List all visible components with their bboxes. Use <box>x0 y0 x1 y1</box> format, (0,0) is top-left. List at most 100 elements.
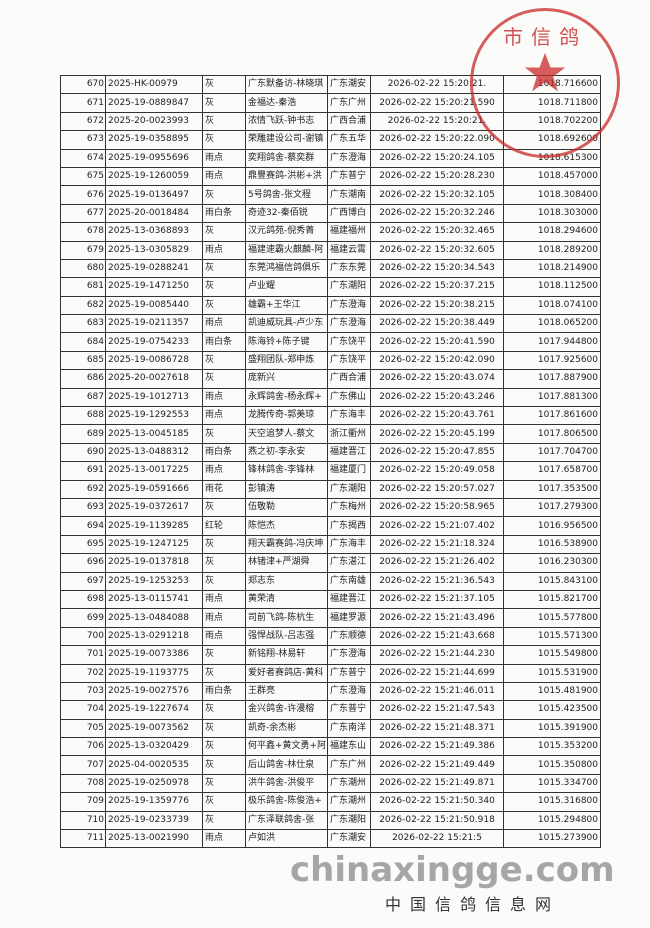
ring-number-cell: 2025-19-1260059 <box>105 166 203 187</box>
region-cell: 广东南雄 <box>327 571 371 591</box>
rank-cell: 706 <box>60 737 106 757</box>
speed-cell: 1015.571300 <box>503 626 601 647</box>
ring-number-cell: 2025-19-0358895 <box>105 130 203 150</box>
speed-cell: 1017.353500 <box>503 479 601 499</box>
owner-name-cell: 龙腾传奇-郭美琼 <box>245 406 328 426</box>
rank-cell: 684 <box>60 332 106 352</box>
owner-name-cell: 爱好者赛鸽店-黄科 <box>245 663 328 683</box>
arrival-time-cell: 2026-02-22 15:21:46.011 <box>370 681 504 702</box>
table-row: 698 2025-13-0115741 雨点 黄荣清 福建晋江 2026-02-22 15… <box>60 589 601 610</box>
speed-cell: 1017.925600 <box>503 350 601 371</box>
region-cell: 广西合浦 <box>327 111 371 132</box>
ring-number-cell: 2025-19-1193775 <box>105 663 203 683</box>
feather-color-cell: 灰 <box>202 185 246 205</box>
arrival-time-cell: 2026-02-22 15:20:43.074 <box>370 369 504 389</box>
speed-cell: 1018.289200 <box>503 240 601 260</box>
owner-name-cell: 奇迹32-秦佰锐 <box>245 203 328 224</box>
region-cell: 广东广州 <box>327 755 371 775</box>
arrival-time-cell: 2026-02-22 15:21:37.105 <box>370 589 504 610</box>
owner-name-cell: 锋林鸽舍-李锋林 <box>245 461 328 481</box>
feather-color-cell: 灰 <box>202 74 246 95</box>
speed-cell: 1016.538900 <box>503 534 601 555</box>
speed-cell: 1015.353200 <box>503 737 601 757</box>
rank-cell: 696 <box>60 553 106 573</box>
rank-cell: 675 <box>60 166 106 187</box>
speed-cell: 1015.273900 <box>503 829 601 849</box>
rank-cell: 702 <box>60 663 106 683</box>
arrival-time-cell: 2026-02-22 15:20:41.590 <box>370 332 504 352</box>
arrival-time-cell: 2026-02-22 15:21:07.402 <box>370 516 504 536</box>
owner-name-cell: 凯迪威玩具-卢少东 <box>245 314 328 334</box>
owner-name-cell: 强悍战队-吕志强 <box>245 626 328 647</box>
rank-cell: 697 <box>60 571 106 591</box>
arrival-time-cell: 2026-02-22 15:21:50.340 <box>370 792 504 812</box>
region-cell: 广东潮州 <box>327 773 371 794</box>
feather-color-cell: 雨白条 <box>202 681 246 702</box>
watermark: chinaxingge.com <box>290 850 615 890</box>
table-row: 709 2025-19-1359776 灰极乐鸽舍-陈俊浩+ 广东潮州 2026-02-… <box>60 792 601 812</box>
table-row: 675 2025-19-1260059 雨点 鼎豐赛鸽-洪彬+洪 广东普宁 2026-02… <box>60 166 601 187</box>
rank-cell: 683 <box>60 314 106 334</box>
arrival-time-cell: 2026-02-22 15:21:49.386 <box>370 737 504 757</box>
ring-number-cell: 2025-13-0045185 <box>105 424 203 444</box>
speed-cell: 1015.481900 <box>503 681 601 702</box>
owner-name-cell: 司前飞鸽-陈杭生 <box>245 608 328 628</box>
speed-cell: 1017.279300 <box>503 497 601 518</box>
arrival-time-cell: 2026-02-22 15:20:49.058 <box>370 461 504 481</box>
owner-name-cell: 汉元鸽苑-倪秀菁 <box>245 222 328 242</box>
region-cell: 广东普宁 <box>327 700 371 720</box>
ring-number-cell: 2025-13-0320429 <box>105 737 203 757</box>
region-cell: 广东顺德 <box>327 626 371 647</box>
owner-name-cell: 盛翔团队-郑申炼 <box>245 350 328 371</box>
owner-name-cell: 燕之初-李永安 <box>245 442 328 463</box>
feather-color-cell: 灰 <box>202 792 246 812</box>
feather-color-cell: 雨点 <box>202 626 246 647</box>
rank-cell: 695 <box>60 534 106 555</box>
region-cell: 广东湛江 <box>327 553 371 573</box>
ring-number-cell: 2025-13-0368893 <box>105 222 203 242</box>
arrival-time-cell: 2026-02-22 15:20:34.543 <box>370 258 504 279</box>
rank-cell: 699 <box>60 608 106 628</box>
rank-cell: 709 <box>60 792 106 812</box>
speed-cell: 1017.944800 <box>503 332 601 352</box>
speed-cell: 1018.112500 <box>503 277 601 297</box>
table-row: 695 2025-19-1247125 灰翔天霸赛鸽-冯庆坤 广东海丰 2026-02-… <box>60 534 601 555</box>
ring-number-cell: 2025-19-1247125 <box>105 534 203 555</box>
arrival-time-cell: 2026-02-22 15:21:18.324 <box>370 534 504 555</box>
table-row: 685 2025-19-0086728 灰盛翔团队-郑申炼 广东饶平 2026-02-2… <box>60 350 601 371</box>
speed-cell: 1018.065200 <box>503 314 601 334</box>
region-cell: 广东饶平 <box>327 332 371 352</box>
speed-cell: 1015.350800 <box>503 755 601 775</box>
owner-name-cell: 庞新兴 <box>245 369 328 389</box>
rank-cell: 685 <box>60 350 106 371</box>
ring-number-cell: 2025-19-0250978 <box>105 773 203 794</box>
arrival-time-cell: 2026-02-22 15:20:32.105 <box>370 185 504 205</box>
feather-color-cell: 灰 <box>202 130 246 150</box>
speed-cell: 1015.391900 <box>503 718 601 739</box>
speed-cell: 1018.074100 <box>503 295 601 316</box>
table-row: 686 2025-20-0027618 灰庞新兴 广西合浦 2026-02-22 15:… <box>60 369 601 389</box>
arrival-time-cell: 2026-02-22 15:21:43.496 <box>370 608 504 628</box>
arrival-time-cell: 2026-02-22 15:21:43.668 <box>370 626 504 647</box>
owner-name-cell: 东莞鸿福信鸽俱乐 <box>245 258 328 279</box>
ring-number-cell: 2025-19-0137818 <box>105 553 203 573</box>
rank-cell: 677 <box>60 203 106 224</box>
region-cell: 福建云霄 <box>327 240 371 260</box>
rank-cell: 707 <box>60 755 106 775</box>
region-cell: 广西合浦 <box>327 369 371 389</box>
speed-cell: 1017.861600 <box>503 406 601 426</box>
owner-name-cell: 福建速霸火麒麟-阿 <box>245 240 328 260</box>
region-cell: 广东南洋 <box>327 718 371 739</box>
owner-name-cell: 卢如洪 <box>245 829 328 849</box>
arrival-time-cell: 2026-02-22 15:21:49.871 <box>370 773 504 794</box>
speed-cell: 1016.956500 <box>503 516 601 536</box>
region-cell: 广东普宁 <box>327 663 371 683</box>
feather-color-cell: 雨白条 <box>202 442 246 463</box>
ring-number-cell: 2025-13-0021990 <box>105 829 203 849</box>
region-cell: 广东潮州 <box>327 792 371 812</box>
speed-cell: 1015.531900 <box>503 663 601 683</box>
arrival-time-cell: 2026-02-22 15:20:22.090 <box>370 130 504 150</box>
table-row: 679 2025-13-0305829 雨点 福建速霸火麒麟-阿 福建云霄 2026-02… <box>60 240 601 260</box>
owner-name-cell: 新铭翔-林易轩 <box>245 645 328 665</box>
owner-name-cell: 荣雕建设公司-谢镇 <box>245 130 328 150</box>
